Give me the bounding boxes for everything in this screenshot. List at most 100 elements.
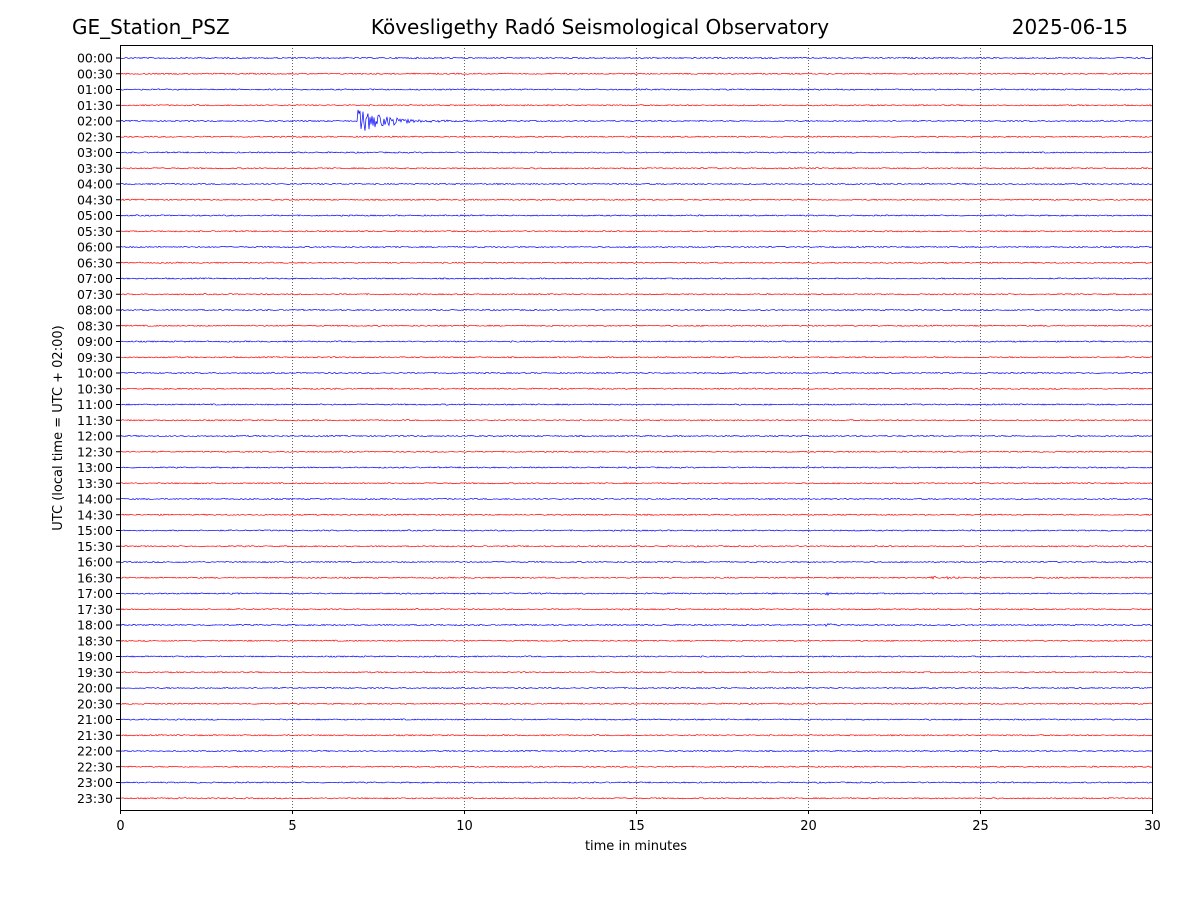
trace-1000: [119, 371, 1153, 375]
trace-2100: [119, 718, 1153, 721]
y-tick-label: 00:00: [77, 51, 113, 66]
trace-1930: [119, 671, 1153, 674]
y-tick-label: 03:00: [77, 145, 113, 160]
trace-2230: [119, 765, 1153, 768]
station-label: GE_Station_PSZ: [72, 15, 230, 39]
trace-0530: [119, 229, 1153, 233]
y-tick-label: 23:00: [77, 775, 113, 790]
trace-1730: [119, 608, 1153, 611]
x-tick-label: 20: [800, 819, 817, 834]
y-tick-label: 14:00: [77, 492, 113, 507]
y-tick-label: 20:30: [77, 696, 113, 711]
y-axis: 00:0000:3001:0001:3002:0002:3003:0003:30…: [77, 51, 120, 806]
y-tick-label: 06:00: [77, 240, 113, 255]
y-axis-label: UTC (local time = UTC + 02:00): [51, 325, 66, 530]
y-tick-label: 02:00: [77, 114, 113, 129]
trace-2000: [119, 686, 1153, 690]
y-tick-label: 02:30: [77, 129, 113, 144]
y-tick-label: 15:00: [77, 523, 113, 538]
trace-1300: [119, 466, 1153, 469]
trace-1030: [119, 387, 1153, 390]
x-tick-label: 30: [1144, 819, 1161, 834]
trace-1400: [119, 497, 1153, 501]
y-tick-label: 13:30: [77, 476, 113, 491]
trace-0130: [119, 104, 1153, 107]
y-tick-label: 01:30: [77, 98, 113, 113]
y-tick-label: 10:00: [77, 366, 113, 381]
y-tick-label: 11:30: [77, 413, 113, 428]
x-tick-label: 10: [456, 819, 473, 834]
date-label: 2025-06-15: [1011, 15, 1128, 39]
y-tick-label: 15:30: [77, 539, 113, 554]
y-tick-label: 05:30: [77, 224, 113, 239]
y-tick-label: 01:00: [77, 82, 113, 97]
trace-0500: [119, 214, 1153, 217]
y-tick-label: 04:30: [77, 192, 113, 207]
trace-2200: [119, 749, 1153, 753]
trace-0300: [119, 151, 1153, 154]
y-tick-label: 22:00: [77, 744, 113, 759]
y-tick-label: 11:00: [77, 397, 113, 412]
x-axis-label: time in minutes: [585, 839, 687, 854]
trace-0900: [119, 340, 1153, 343]
y-tick-label: 20:00: [77, 681, 113, 696]
trace-1100: [119, 403, 1153, 406]
y-tick-label: 23:30: [77, 791, 113, 806]
y-tick-label: 04:00: [77, 177, 113, 192]
x-tick-label: 0: [116, 819, 124, 834]
trace-1130: [119, 419, 1153, 422]
trace-0030: [119, 72, 1153, 75]
y-tick-label: 07:00: [77, 271, 113, 286]
y-tick-label: 06:30: [77, 255, 113, 270]
trace-1900: [119, 655, 1153, 658]
trace-2030: [119, 702, 1153, 705]
trace-0630: [119, 261, 1153, 264]
x-tick-label: 5: [288, 819, 296, 834]
x-tick-label: 25: [972, 819, 989, 834]
y-tick-label: 18:30: [77, 633, 113, 648]
trace-0000: [119, 56, 1153, 60]
y-tick-label: 17:00: [77, 586, 113, 601]
y-tick-label: 09:00: [77, 334, 113, 349]
trace-1430: [119, 513, 1153, 517]
trace-1230: [119, 450, 1153, 453]
trace-1600: [119, 560, 1153, 564]
y-tick-label: 07:30: [77, 287, 113, 302]
trace-0730: [119, 293, 1153, 296]
plot-frame: [120, 45, 1153, 811]
traces: [119, 56, 1153, 800]
trace-1830: [119, 639, 1153, 642]
trace-0100: [119, 88, 1153, 91]
y-tick-label: 17:30: [77, 602, 113, 617]
y-tick-label: 10:30: [77, 381, 113, 396]
trace-0200: [119, 109, 1153, 131]
trace-1530: [119, 544, 1153, 548]
observatory-title: Kövesligethy Radó Seismological Observat…: [370, 15, 830, 39]
y-tick-label: 09:30: [77, 350, 113, 365]
trace-1700: [119, 591, 1153, 597]
trace-0800: [119, 308, 1153, 312]
trace-0400: [119, 182, 1153, 186]
trace-0830: [119, 324, 1153, 327]
y-tick-label: 03:30: [77, 161, 113, 176]
y-tick-label: 21:30: [77, 728, 113, 743]
y-tick-label: 00:30: [77, 66, 113, 81]
y-tick-label: 21:00: [77, 712, 113, 727]
grid-lines: [292, 45, 981, 810]
trace-0600: [119, 245, 1153, 249]
trace-1330: [119, 482, 1153, 485]
y-tick-label: 08:30: [77, 318, 113, 333]
y-tick-label: 22:30: [77, 759, 113, 774]
y-tick-label: 19:30: [77, 665, 113, 680]
y-tick-label: 14:30: [77, 507, 113, 522]
x-tick-label: 15: [628, 819, 645, 834]
y-tick-label: 19:00: [77, 649, 113, 664]
trace-1630: [119, 575, 1153, 580]
y-tick-label: 18:00: [77, 618, 113, 633]
trace-0230: [119, 135, 1153, 138]
y-tick-label: 08:00: [77, 303, 113, 318]
trace-2300: [119, 781, 1153, 784]
trace-1800: [119, 623, 1153, 627]
trace-1200: [119, 434, 1153, 438]
